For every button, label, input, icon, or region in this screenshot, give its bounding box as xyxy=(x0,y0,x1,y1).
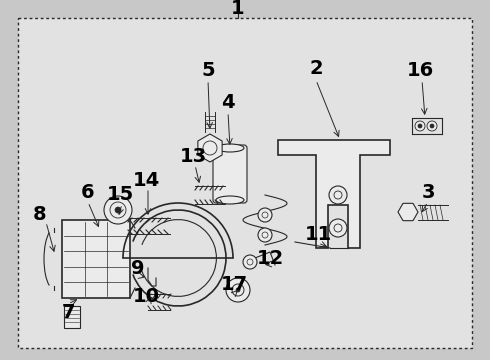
Circle shape xyxy=(247,259,253,265)
Circle shape xyxy=(430,124,434,128)
Bar xyxy=(64,306,80,328)
Circle shape xyxy=(104,196,132,224)
Text: 4: 4 xyxy=(221,93,235,112)
Text: 3: 3 xyxy=(421,184,435,202)
Text: 6: 6 xyxy=(81,183,95,202)
Circle shape xyxy=(427,121,437,131)
Polygon shape xyxy=(278,140,390,248)
Circle shape xyxy=(329,186,347,204)
Circle shape xyxy=(226,278,250,302)
Text: 16: 16 xyxy=(406,60,434,80)
Bar xyxy=(62,220,130,298)
Circle shape xyxy=(115,207,121,213)
Circle shape xyxy=(258,208,272,222)
Ellipse shape xyxy=(216,196,244,204)
Polygon shape xyxy=(398,203,418,221)
Text: 13: 13 xyxy=(179,147,207,166)
Text: 14: 14 xyxy=(132,171,160,189)
Circle shape xyxy=(415,121,425,131)
Circle shape xyxy=(110,202,126,218)
Circle shape xyxy=(418,124,422,128)
Text: 12: 12 xyxy=(256,248,284,267)
Text: 15: 15 xyxy=(106,185,134,204)
Text: 5: 5 xyxy=(201,60,215,80)
Circle shape xyxy=(262,232,268,238)
Circle shape xyxy=(334,191,342,199)
FancyBboxPatch shape xyxy=(213,145,247,203)
Text: 8: 8 xyxy=(33,206,47,225)
Polygon shape xyxy=(198,134,222,162)
Text: 10: 10 xyxy=(132,287,160,306)
Circle shape xyxy=(232,284,244,296)
Text: 2: 2 xyxy=(309,58,323,77)
Text: 1: 1 xyxy=(231,0,245,18)
Circle shape xyxy=(236,288,240,292)
Circle shape xyxy=(258,228,272,242)
Circle shape xyxy=(329,219,347,237)
Text: 17: 17 xyxy=(220,274,247,293)
Text: 11: 11 xyxy=(304,225,332,244)
Text: 7: 7 xyxy=(61,302,75,321)
Circle shape xyxy=(243,255,257,269)
Circle shape xyxy=(262,212,268,218)
Ellipse shape xyxy=(216,144,244,152)
Text: 9: 9 xyxy=(131,258,145,278)
Circle shape xyxy=(203,141,217,155)
Circle shape xyxy=(334,224,342,232)
